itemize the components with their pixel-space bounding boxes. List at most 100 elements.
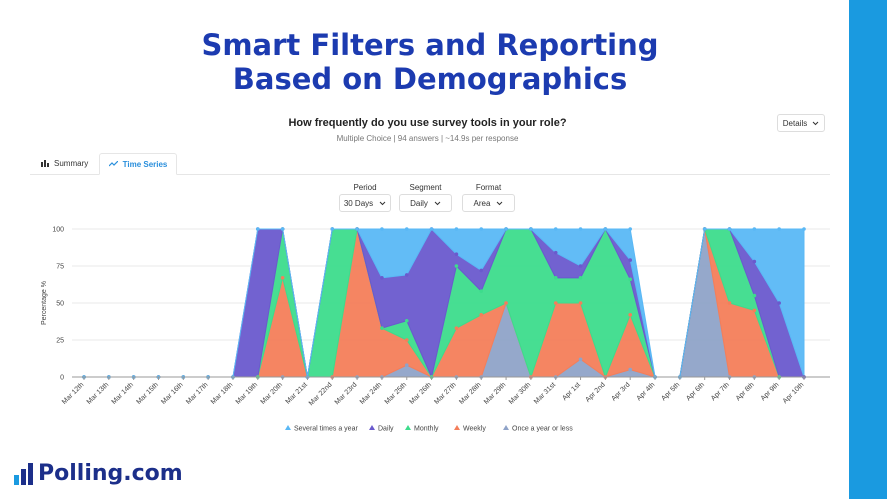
point-monthly	[479, 289, 484, 293]
bar-chart-icon	[41, 160, 49, 167]
x-tick-label: Apr 7th	[710, 381, 731, 402]
point-several-times-a-year	[404, 227, 409, 231]
point-daily	[454, 252, 459, 256]
point-daily	[578, 264, 583, 268]
legend-marker-once-a-year-or-less	[503, 425, 509, 430]
format-value: Area	[473, 198, 491, 208]
x-tick-label: Mar 27th	[433, 381, 458, 406]
polling-logo-icon	[14, 462, 33, 485]
point-several-times-a-year	[727, 227, 732, 231]
point-weekly	[479, 313, 484, 317]
x-tick-label: Mar 17th	[185, 381, 210, 406]
point-once-a-year-or-less	[404, 363, 409, 367]
point-weekly	[578, 301, 583, 305]
format-label: Format	[475, 183, 502, 192]
point-weekly	[454, 326, 459, 330]
y-tick-label: 75	[56, 264, 64, 271]
point-several-times-a-year	[380, 227, 384, 231]
legend-marker-daily	[369, 425, 375, 430]
point-several-times-a-year	[280, 227, 285, 231]
tab-time-series[interactable]: Time Series	[99, 153, 177, 175]
point-once-a-year-or-less	[578, 357, 583, 362]
point-several-times-a-year	[603, 227, 608, 231]
point-several-times-a-year	[479, 227, 484, 231]
point-weekly	[752, 308, 757, 313]
period-label: Period	[353, 183, 377, 192]
segment-label: Segment	[409, 183, 442, 192]
area-series-several-times-a-year	[84, 228, 805, 378]
y-axis-label: Percentage %	[41, 281, 48, 325]
format-select[interactable]: Area	[462, 194, 515, 212]
x-tick-label: Mar 25th	[384, 381, 409, 406]
point-weekly	[727, 301, 732, 305]
y-tick-label: 50	[56, 301, 64, 308]
x-tick-label: Mar 19th	[235, 381, 260, 406]
point-weekly	[553, 301, 558, 305]
tab-bar: Summary Time Series	[30, 153, 830, 175]
chevron-down-icon	[812, 121, 819, 125]
point-monthly	[578, 276, 583, 280]
point-daily	[404, 273, 409, 277]
point-once-a-year-or-less	[628, 367, 633, 372]
legend-marker-several-times-a-year	[285, 425, 291, 430]
point-daily	[628, 258, 633, 262]
point-weekly	[404, 338, 409, 342]
point-daily	[777, 301, 781, 305]
x-tick-label: Apr 2nd	[584, 381, 606, 403]
legend-label-once-a-year-or-less: Once a year or less	[512, 426, 573, 433]
brand-logo: Polling.com	[14, 461, 183, 486]
point-monthly	[752, 293, 757, 298]
x-tick-label: Mar 30th	[508, 381, 533, 406]
brand-name: Polling.com	[38, 461, 183, 486]
legend-marker-weekly	[454, 425, 460, 430]
legend-label-monthly: Monthly	[414, 426, 439, 433]
x-tick-label: Apr 5th	[660, 381, 681, 402]
segment-value: Daily	[410, 198, 428, 208]
x-tick-label: Mar 20th	[260, 381, 285, 406]
point-monthly	[454, 264, 459, 268]
question-title: How frequently do you use survey tools i…	[288, 117, 567, 129]
point-several-times-a-year	[454, 227, 459, 231]
details-button[interactable]: Details	[777, 114, 825, 132]
point-several-times-a-year	[752, 227, 757, 231]
line-chart-icon	[108, 161, 118, 167]
chevron-down-icon	[379, 201, 386, 205]
x-tick-label: Mar 26th	[409, 381, 434, 406]
x-tick-label: Apr 9th	[760, 381, 781, 402]
chevron-down-icon	[497, 201, 503, 205]
point-monthly	[553, 276, 558, 280]
y-tick-label: 0	[60, 375, 64, 382]
point-monthly	[404, 318, 409, 323]
point-daily	[380, 276, 384, 280]
point-daily	[479, 268, 484, 273]
point-several-times-a-year	[578, 227, 583, 231]
point-several-times-a-year	[355, 227, 359, 231]
page-title: Smart Filters and Reporting Based on Dem…	[0, 28, 860, 96]
point-weekly	[504, 301, 508, 305]
x-tick-label: Mar 12th	[61, 381, 86, 406]
period-select[interactable]: 30 Days	[339, 194, 391, 212]
tab-time-series-label: Time Series	[122, 159, 168, 169]
tab-summary[interactable]: Summary	[41, 153, 88, 174]
point-several-times-a-year	[529, 227, 533, 231]
x-tick-label: Mar 16th	[160, 381, 185, 406]
x-tick-label: Mar 14th	[111, 381, 136, 406]
page-title-line1: Smart Filters and Reporting	[201, 28, 659, 62]
point-several-times-a-year	[330, 227, 335, 231]
point-several-times-a-year	[504, 227, 508, 231]
point-several-times-a-year	[429, 227, 434, 231]
legend-label-several-times-a-year: Several times a year	[294, 426, 358, 433]
chevron-down-icon	[434, 201, 441, 205]
point-several-times-a-year	[255, 227, 260, 231]
page-title-line2: Based on Demographics	[232, 62, 628, 96]
x-tick-label: Mar 24th	[359, 381, 384, 406]
question-subtitle: Multiple Choice | 94 answers | ~14.9s pe…	[336, 134, 519, 143]
side-accent-bar	[849, 0, 887, 499]
point-monthly	[380, 326, 384, 330]
point-several-times-a-year	[702, 227, 707, 231]
x-tick-label: Mar 15th	[135, 381, 160, 406]
x-tick-label: Apr 6th	[685, 381, 706, 402]
y-tick-label: 25	[56, 338, 64, 345]
segment-select[interactable]: Daily	[399, 194, 452, 212]
